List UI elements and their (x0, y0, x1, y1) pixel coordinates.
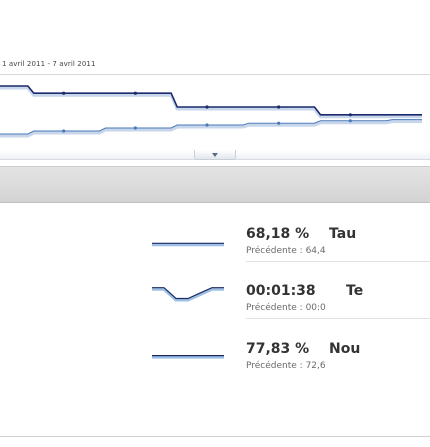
series-point[interactable] (205, 123, 209, 127)
chart-drawer (0, 150, 430, 160)
header-divider (0, 74, 430, 75)
metric-value: 00:01:38 (246, 283, 316, 299)
series-point[interactable] (133, 126, 137, 130)
metric-new-visits[interactable]: 77,83 % Nou Précédente : 72,6 (0, 341, 430, 401)
series-point[interactable] (133, 91, 137, 95)
series-shadow (0, 86, 422, 119)
series-point[interactable] (348, 119, 352, 123)
metric-previous: Précédente : 72,6 (246, 361, 326, 371)
section-header-bar (0, 166, 430, 203)
series-point[interactable] (62, 129, 66, 133)
sparkline (152, 287, 224, 302)
sparkline-glow (152, 287, 224, 302)
date-range-label[interactable]: 1 avril 2011 - 7 avril 2011 (2, 60, 96, 68)
metric-value: 77,83 % (246, 341, 310, 357)
metric-label: Tau (329, 226, 357, 242)
series-point[interactable] (205, 105, 209, 109)
metric-label: Te (346, 283, 364, 299)
sparkline (152, 355, 224, 359)
series-point[interactable] (62, 91, 66, 95)
bottom-divider (0, 436, 430, 437)
series-point[interactable] (348, 113, 352, 117)
metric-divider (246, 318, 430, 319)
metric-previous: Précédente : 64,4 (246, 246, 326, 256)
metric-previous: Précédente : 00:0 (246, 303, 326, 313)
series-shadow (0, 120, 422, 138)
series-point[interactable] (277, 105, 281, 109)
metric-label: Nou (329, 341, 361, 357)
trend-chart (0, 85, 422, 138)
metric-bounce-rate[interactable]: 68,18 % Tau Précédente : 64,4 (0, 226, 430, 286)
series-point[interactable] (277, 121, 281, 125)
chevron-down-icon (212, 152, 218, 157)
chart-toggle-button[interactable] (194, 150, 236, 160)
metric-value: 68,18 % (246, 226, 310, 242)
metric-avg-time[interactable]: 00:01:38 Te Précédente : 00:0 (0, 283, 430, 343)
sparkline-path (152, 287, 224, 300)
metric-divider (246, 261, 430, 262)
sparkline (152, 242, 224, 247)
